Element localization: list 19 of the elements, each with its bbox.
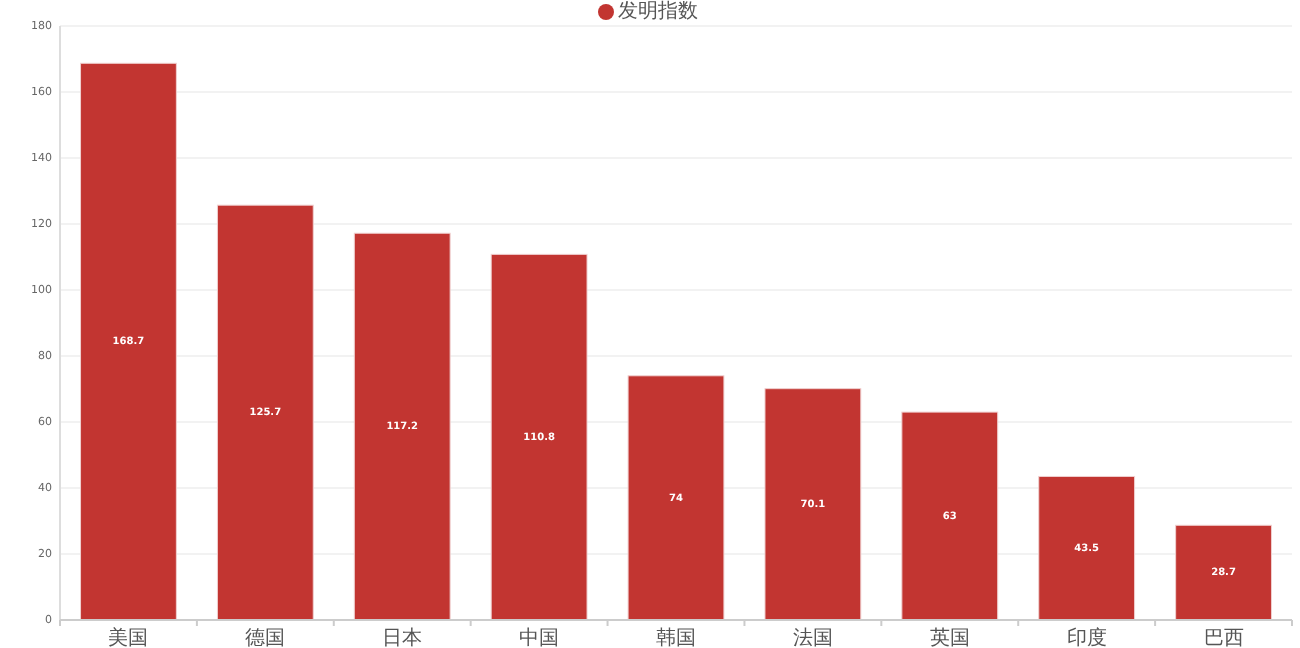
bar [627,375,725,621]
bar [1175,524,1272,621]
x-tick-label: 韩国 [656,626,696,648]
bar [353,232,451,621]
bar [216,204,314,621]
bar [1038,475,1136,621]
legend-label: 发明指数 [618,0,698,24]
bar [764,388,862,621]
x-tick-label: 巴西 [1203,628,1244,648]
x-tick-label: 中国 [519,626,560,648]
x-tick-label: 印度 [1066,626,1107,648]
bar [80,62,177,621]
bar [901,411,999,621]
x-tick-label: 法国 [792,626,833,648]
x-tick-label: 美国 [108,626,149,648]
x-tick-label: 日本 [382,626,423,648]
bar [490,253,588,621]
x-tick-label: 德国 [245,628,286,648]
x-tick-label: 英国 [929,626,970,648]
